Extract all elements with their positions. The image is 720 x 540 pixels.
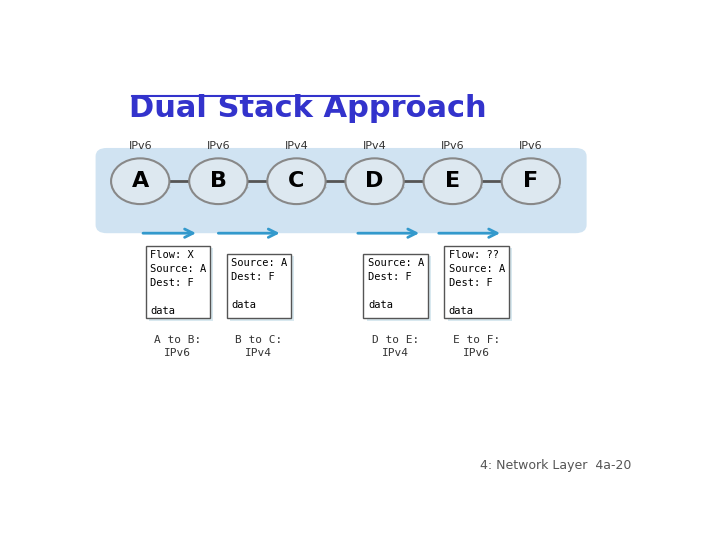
Text: A to B:
IPv6: A to B: IPv6	[154, 335, 202, 358]
Ellipse shape	[271, 184, 327, 191]
Text: D: D	[365, 171, 384, 191]
Ellipse shape	[189, 158, 248, 204]
Text: IPv4: IPv4	[363, 141, 387, 151]
Text: Source: A
Dest: F

data: Source: A Dest: F data	[231, 258, 287, 310]
Text: B to C:
IPv4: B to C: IPv4	[235, 335, 282, 358]
Text: IPv6: IPv6	[441, 141, 464, 151]
Ellipse shape	[267, 158, 325, 204]
Text: F: F	[523, 171, 539, 191]
Text: Dual Stack Approach: Dual Stack Approach	[129, 94, 487, 123]
Text: A: A	[132, 171, 149, 191]
FancyBboxPatch shape	[227, 254, 291, 319]
Text: C: C	[288, 171, 305, 191]
Text: Flow: ??
Source: A
Dest: F

data: Flow: ?? Source: A Dest: F data	[449, 250, 505, 316]
FancyBboxPatch shape	[230, 256, 294, 321]
Ellipse shape	[194, 184, 248, 191]
Ellipse shape	[506, 184, 561, 191]
FancyBboxPatch shape	[444, 246, 508, 319]
FancyBboxPatch shape	[366, 256, 431, 321]
Ellipse shape	[111, 158, 169, 204]
FancyBboxPatch shape	[448, 248, 512, 321]
Ellipse shape	[350, 184, 405, 191]
FancyBboxPatch shape	[149, 248, 213, 321]
Text: IPv4: IPv4	[284, 141, 308, 151]
Text: 4: Network Layer  4a-20: 4: Network Layer 4a-20	[480, 460, 631, 472]
Ellipse shape	[115, 184, 171, 191]
Text: IPv6: IPv6	[207, 141, 230, 151]
Ellipse shape	[423, 158, 482, 204]
Text: E to F:
IPv6: E to F: IPv6	[453, 335, 500, 358]
Text: Flow: X
Source: A
Dest: F

data: Flow: X Source: A Dest: F data	[150, 250, 207, 316]
FancyBboxPatch shape	[96, 148, 587, 233]
Text: IPv6: IPv6	[519, 141, 543, 151]
FancyBboxPatch shape	[364, 254, 428, 319]
Text: IPv6: IPv6	[128, 141, 152, 151]
Text: D to E:
IPv4: D to E: IPv4	[372, 335, 419, 358]
Text: Source: A
Dest: F

data: Source: A Dest: F data	[368, 258, 424, 310]
Text: E: E	[445, 171, 460, 191]
Ellipse shape	[428, 184, 483, 191]
Ellipse shape	[346, 158, 404, 204]
FancyBboxPatch shape	[145, 246, 210, 319]
Ellipse shape	[502, 158, 560, 204]
Text: B: B	[210, 171, 227, 191]
